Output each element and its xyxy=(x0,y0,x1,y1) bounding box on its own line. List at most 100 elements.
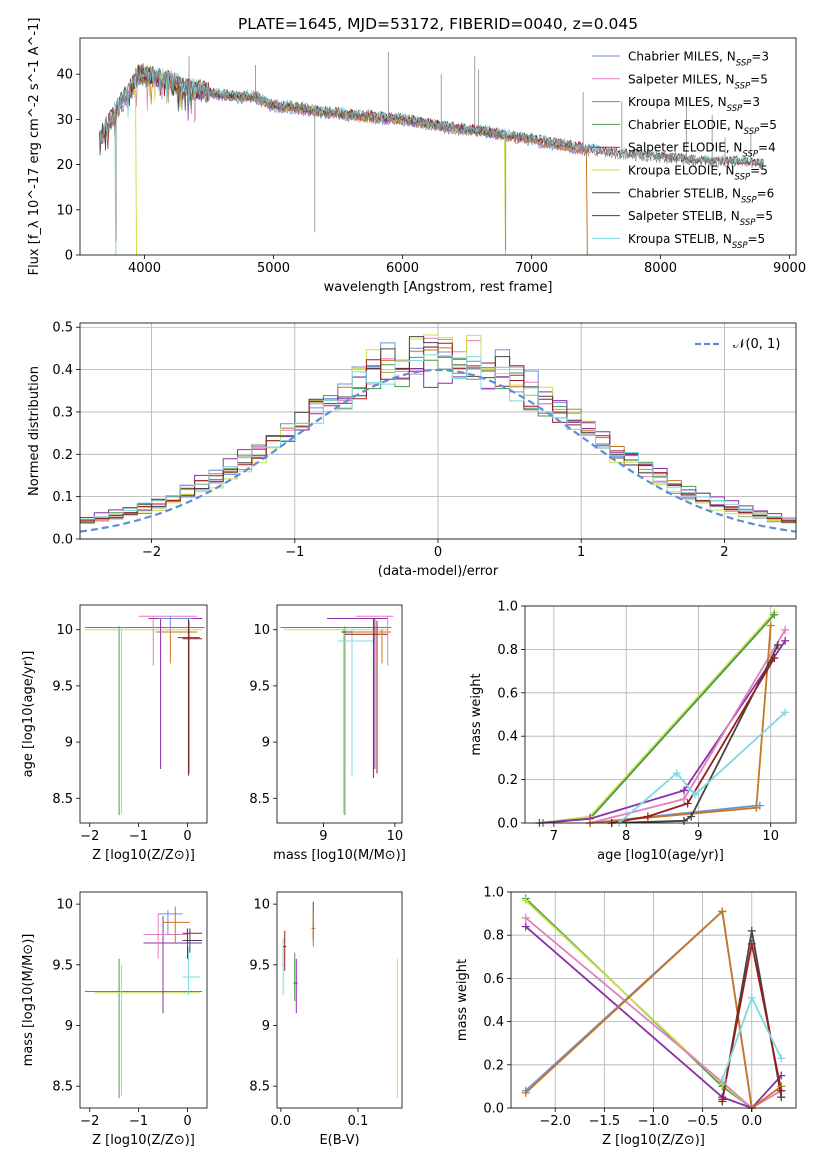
axes-spectrum: 4000 5000 6000 7000 8000 9000 0 10 20 30 40 wavelen… xyxy=(27,18,806,295)
figure-title: PLATE=1645, MJD=53172, FIBERID=0040, z=0… xyxy=(238,15,638,33)
legend-label: Kroupa STELIB, NSSP=5 xyxy=(628,232,765,251)
y-tick-label: 0.8 xyxy=(497,643,518,658)
y-tick-label: 0.8 xyxy=(483,929,504,944)
plus-marker xyxy=(672,769,681,778)
axes-frame xyxy=(276,891,403,1109)
y-tick-label: 10 xyxy=(253,623,270,638)
plus-marker xyxy=(747,993,756,1002)
y-tick-label: 9 xyxy=(65,736,73,751)
legend-suffix: =5 xyxy=(750,164,768,178)
plus-marker xyxy=(770,610,779,619)
weight-line-kroupa-miles xyxy=(589,625,772,823)
x-tick-label: −1 xyxy=(129,1114,148,1129)
histogram-kroupa-elodie xyxy=(80,334,796,524)
x-tick-label: 10 xyxy=(762,829,779,844)
x-tick-label: −2.0 xyxy=(539,1114,571,1129)
plus-marker xyxy=(679,816,688,825)
x-tick-label: −2 xyxy=(80,1114,99,1129)
plus-marker xyxy=(718,1075,727,1084)
weight-line-kroupa-stelib xyxy=(618,711,786,823)
weight-line-chabrier-elodie xyxy=(525,897,753,1108)
y-tick-label: 0.2 xyxy=(497,773,518,788)
x-axis-label: Z [log10(Z/Z⊙)] xyxy=(602,1133,705,1148)
y-tick-label: 9.5 xyxy=(249,679,270,694)
y-tick-label: 0.6 xyxy=(497,686,518,701)
histogram-salpeter-stelib xyxy=(80,342,796,522)
x-tick-label: 9000 xyxy=(773,261,806,276)
weight-line-chabrier-stelib xyxy=(611,644,779,823)
plot-area xyxy=(280,615,394,816)
plot-area xyxy=(539,611,786,823)
legend-suffix: =5 xyxy=(755,209,773,223)
x-tick-label: 7000 xyxy=(515,261,548,276)
x-tick-label: 9 xyxy=(319,829,327,844)
x-tick-label: −0.5 xyxy=(687,1114,719,1129)
y-tick-label: 0 xyxy=(65,249,73,264)
x-tick-label: 0.1 xyxy=(348,1114,369,1129)
model-drop xyxy=(585,149,588,255)
plot-area xyxy=(84,615,205,816)
x-tick-label: 8 xyxy=(622,829,630,844)
plus-marker xyxy=(752,803,761,812)
x-tick-label: 5000 xyxy=(257,261,290,276)
legend-suffix: =3 xyxy=(742,95,760,109)
plus-marker xyxy=(718,1095,727,1104)
y-tick-label: 8.5 xyxy=(52,792,73,807)
plus-marker xyxy=(747,926,756,935)
y-axis-label: mass weight xyxy=(455,959,470,1041)
x-axis-label: Z [log10(Z/Z⊙)] xyxy=(92,848,195,863)
legend-subscript: SSP xyxy=(744,127,760,137)
y-tick-label: 40 xyxy=(56,68,73,83)
y-tick-label: 8.5 xyxy=(52,1080,73,1095)
legend-subscript: SSP xyxy=(732,241,748,251)
axes-weight-vs-Z: −2.0 −1.5 −1.0 −0.5 0.0 0.0 0.2 0.4 0.6 0.8 1.0 Z [… xyxy=(455,886,797,1148)
legend-subscript: SSP xyxy=(735,173,751,183)
x-tick-label: 6000 xyxy=(386,261,419,276)
weight-line-kroupa-elodie xyxy=(525,899,753,1108)
model-drop xyxy=(503,134,506,255)
plus-marker xyxy=(679,786,688,795)
y-tick-label: 0.5 xyxy=(52,321,73,336)
legend-suffix: =6 xyxy=(757,186,775,200)
plus-marker xyxy=(690,790,699,799)
legend-subscript: SSP xyxy=(736,59,752,69)
axes-frame xyxy=(524,605,797,824)
axes-frame xyxy=(79,37,797,256)
plus-marker xyxy=(781,625,790,634)
legend-label: Salpeter MILES, NSSP=5 xyxy=(628,72,768,91)
plus-marker xyxy=(718,907,727,916)
plot-area xyxy=(84,906,203,1099)
y-axis-label: mass weight xyxy=(469,673,484,755)
plus-marker xyxy=(773,641,782,650)
x-tick-label: −1.0 xyxy=(638,1114,670,1129)
axes-residuals: −2 −1 0 1 2 0.0 0.1 0.2 0.3 0.4 0.5 (data-model)/er… xyxy=(27,321,797,579)
axes-frame xyxy=(276,604,403,824)
y-tick-label: 9.5 xyxy=(52,679,73,694)
y-tick-label: 0.1 xyxy=(52,490,73,505)
x-axis-label: mass [log10(M/M⊙)] xyxy=(273,848,406,863)
x-tick-label: 1 xyxy=(577,545,585,560)
y-tick-label: 9.5 xyxy=(52,958,73,973)
y-tick-label: 9 xyxy=(262,736,270,751)
y-axis-label: Flux [f_λ 10^-17 erg cm^-2 s^-1 A^-1] xyxy=(27,18,42,276)
legend-suffix: =4 xyxy=(758,141,776,155)
plus-marker xyxy=(766,621,775,630)
legend-label: Chabrier MILES, NSSP=3 xyxy=(628,50,769,69)
weight-line-salpeter-stelib xyxy=(611,657,776,823)
plot-area xyxy=(99,51,764,255)
y-tick-label: 9 xyxy=(65,1019,73,1034)
legend-suffix: =5 xyxy=(750,72,768,86)
plus-marker xyxy=(687,812,696,821)
x-tick-label: 9 xyxy=(694,829,702,844)
legend-suffix: =3 xyxy=(751,50,769,64)
plus-marker xyxy=(521,913,530,922)
y-tick-label: 9.5 xyxy=(249,958,270,973)
y-tick-label: 0.4 xyxy=(52,363,73,378)
x-tick-label: 10 xyxy=(387,829,404,844)
y-tick-label: 10 xyxy=(56,203,73,218)
x-tick-label: −1 xyxy=(129,829,148,844)
plus-marker xyxy=(643,812,652,821)
plus-marker xyxy=(521,922,530,931)
y-tick-label: 30 xyxy=(56,113,73,128)
x-tick-label: −2 xyxy=(80,829,99,844)
